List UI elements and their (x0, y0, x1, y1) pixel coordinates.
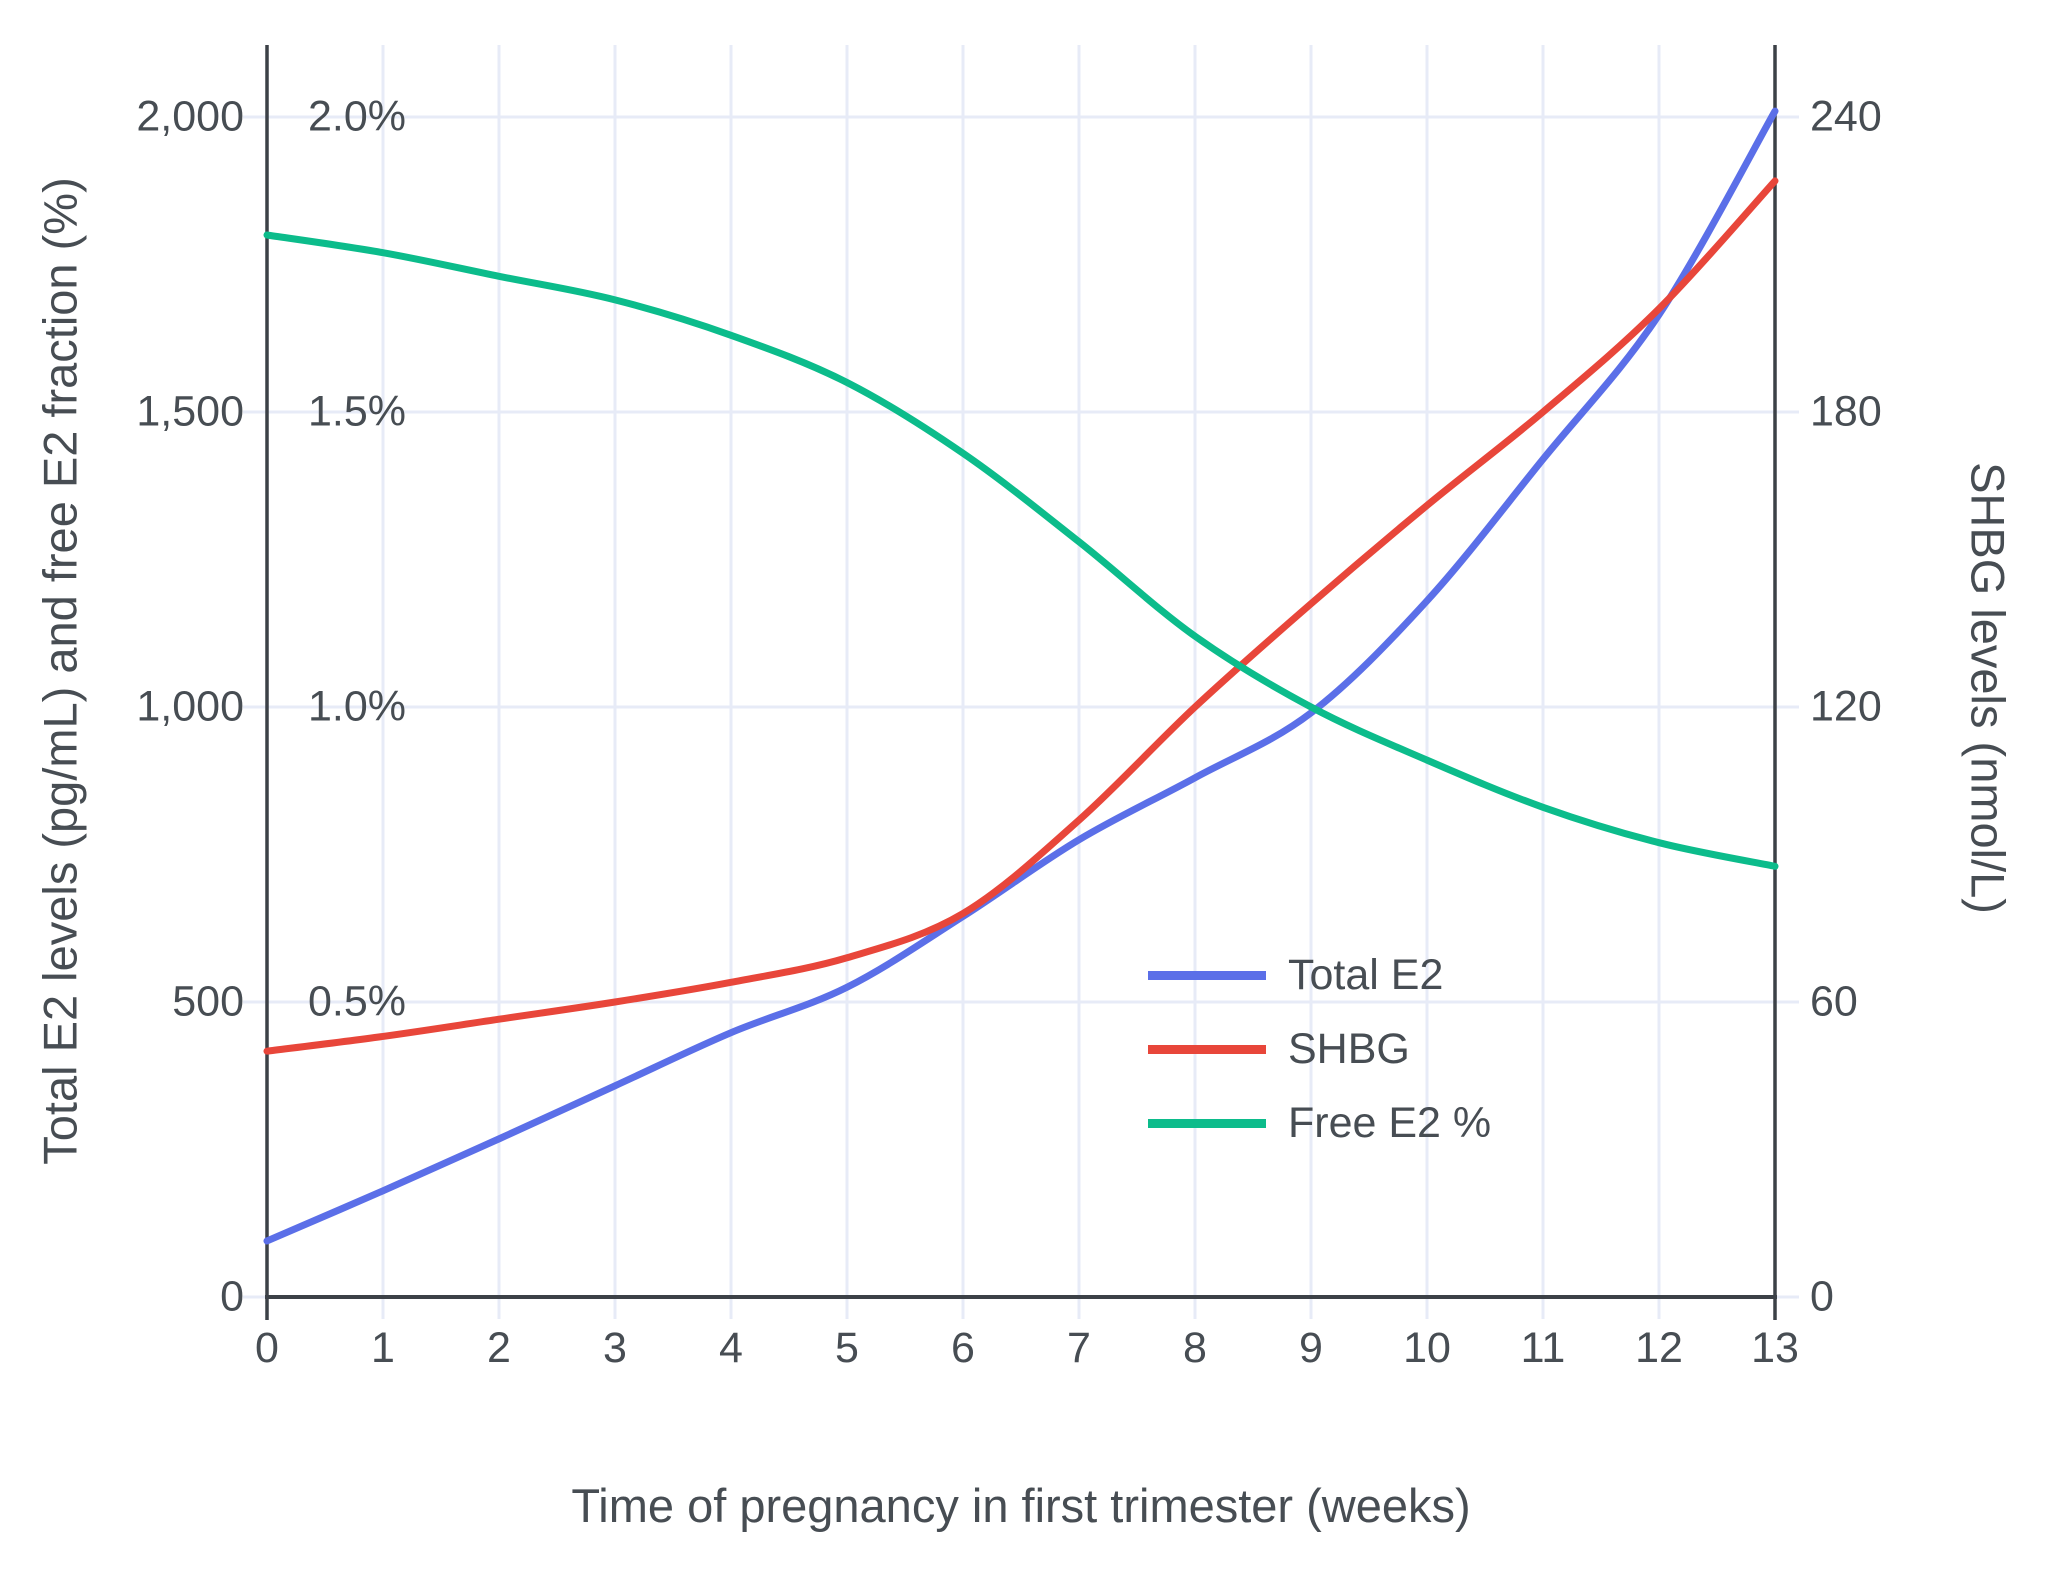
right-axis-tick-label: 180 (1810, 387, 1882, 436)
x-axis-tick-label: 9 (1299, 1324, 1323, 1372)
x-axis-tick-label: 2 (487, 1324, 511, 1372)
x-axis-tick-label: 8 (1183, 1324, 1207, 1372)
x-axis-tick-label: 4 (719, 1324, 743, 1372)
x-axis-tick-label: 13 (1751, 1324, 1799, 1372)
free-e2-percent-axis-label: 2.0% (308, 92, 407, 141)
x-axis-tick-label: 1 (371, 1324, 395, 1372)
left-axis-title: Total E2 levels (pg/mL) and free E2 frac… (33, 177, 87, 1165)
x-axis-tick-label: 5 (835, 1324, 859, 1372)
x-axis-title: Time of pregnancy in first trimester (we… (571, 1479, 1471, 1532)
shbg-line-swatch (1148, 1044, 1266, 1054)
legend: Total E2 SHBG Free E2 % (1148, 950, 1492, 1147)
legend-label-total-e2: Total E2 (1288, 950, 1444, 999)
left-axis-tick-label: 1,500 (136, 387, 244, 436)
left-axis-tick-label: 1,000 (136, 682, 244, 731)
x-axis-tick-label: 3 (603, 1324, 627, 1372)
right-axis-tick-label: 120 (1810, 682, 1882, 731)
free-e2-percent-axis-label: 0.5% (308, 977, 407, 1026)
free-e2-line-swatch (1148, 1118, 1266, 1128)
x-axis-tick-label: 10 (1403, 1324, 1451, 1372)
x-axis-tick-label: 12 (1635, 1324, 1683, 1372)
x-axis-tick-label: 0 (255, 1324, 279, 1372)
left-axis-tick-label: 0 (220, 1272, 244, 1321)
legend-item-shbg[interactable]: SHBG (1148, 1024, 1491, 1073)
left-axis-tick-label: 500 (172, 977, 244, 1026)
series-line-total-e2 (263, 107, 1779, 1245)
free-e2-percent-axis-label: 1.0% (308, 682, 407, 731)
legend-item-total-e2[interactable]: Total E2 (1148, 950, 1491, 999)
x-axis-tick-label: 6 (951, 1324, 975, 1372)
x-axis-tick-label: 11 (1520, 1324, 1566, 1372)
legend-label-shbg: SHBG (1288, 1024, 1410, 1073)
series-line-shbg (263, 177, 1779, 1055)
right-axis-title: SHBG levels (nmol/L) (1961, 462, 2015, 914)
right-axis-tick-label: 0 (1810, 1272, 1834, 1321)
legend-label-free-e2: Free E2 % (1288, 1098, 1492, 1147)
free-e2-percent-axis-label: 1.5% (308, 387, 407, 436)
right-axis-tick-label: 60 (1810, 977, 1858, 1026)
legend-item-free-e2[interactable]: Free E2 % (1148, 1098, 1492, 1147)
total-e2-line-swatch (1148, 970, 1266, 980)
x-axis-tick-label: 7 (1067, 1324, 1091, 1372)
right-axis-tick-label: 240 (1810, 92, 1882, 141)
series-line-free-e2- (263, 231, 1779, 870)
left-axis-tick-label: 2,000 (136, 92, 244, 141)
